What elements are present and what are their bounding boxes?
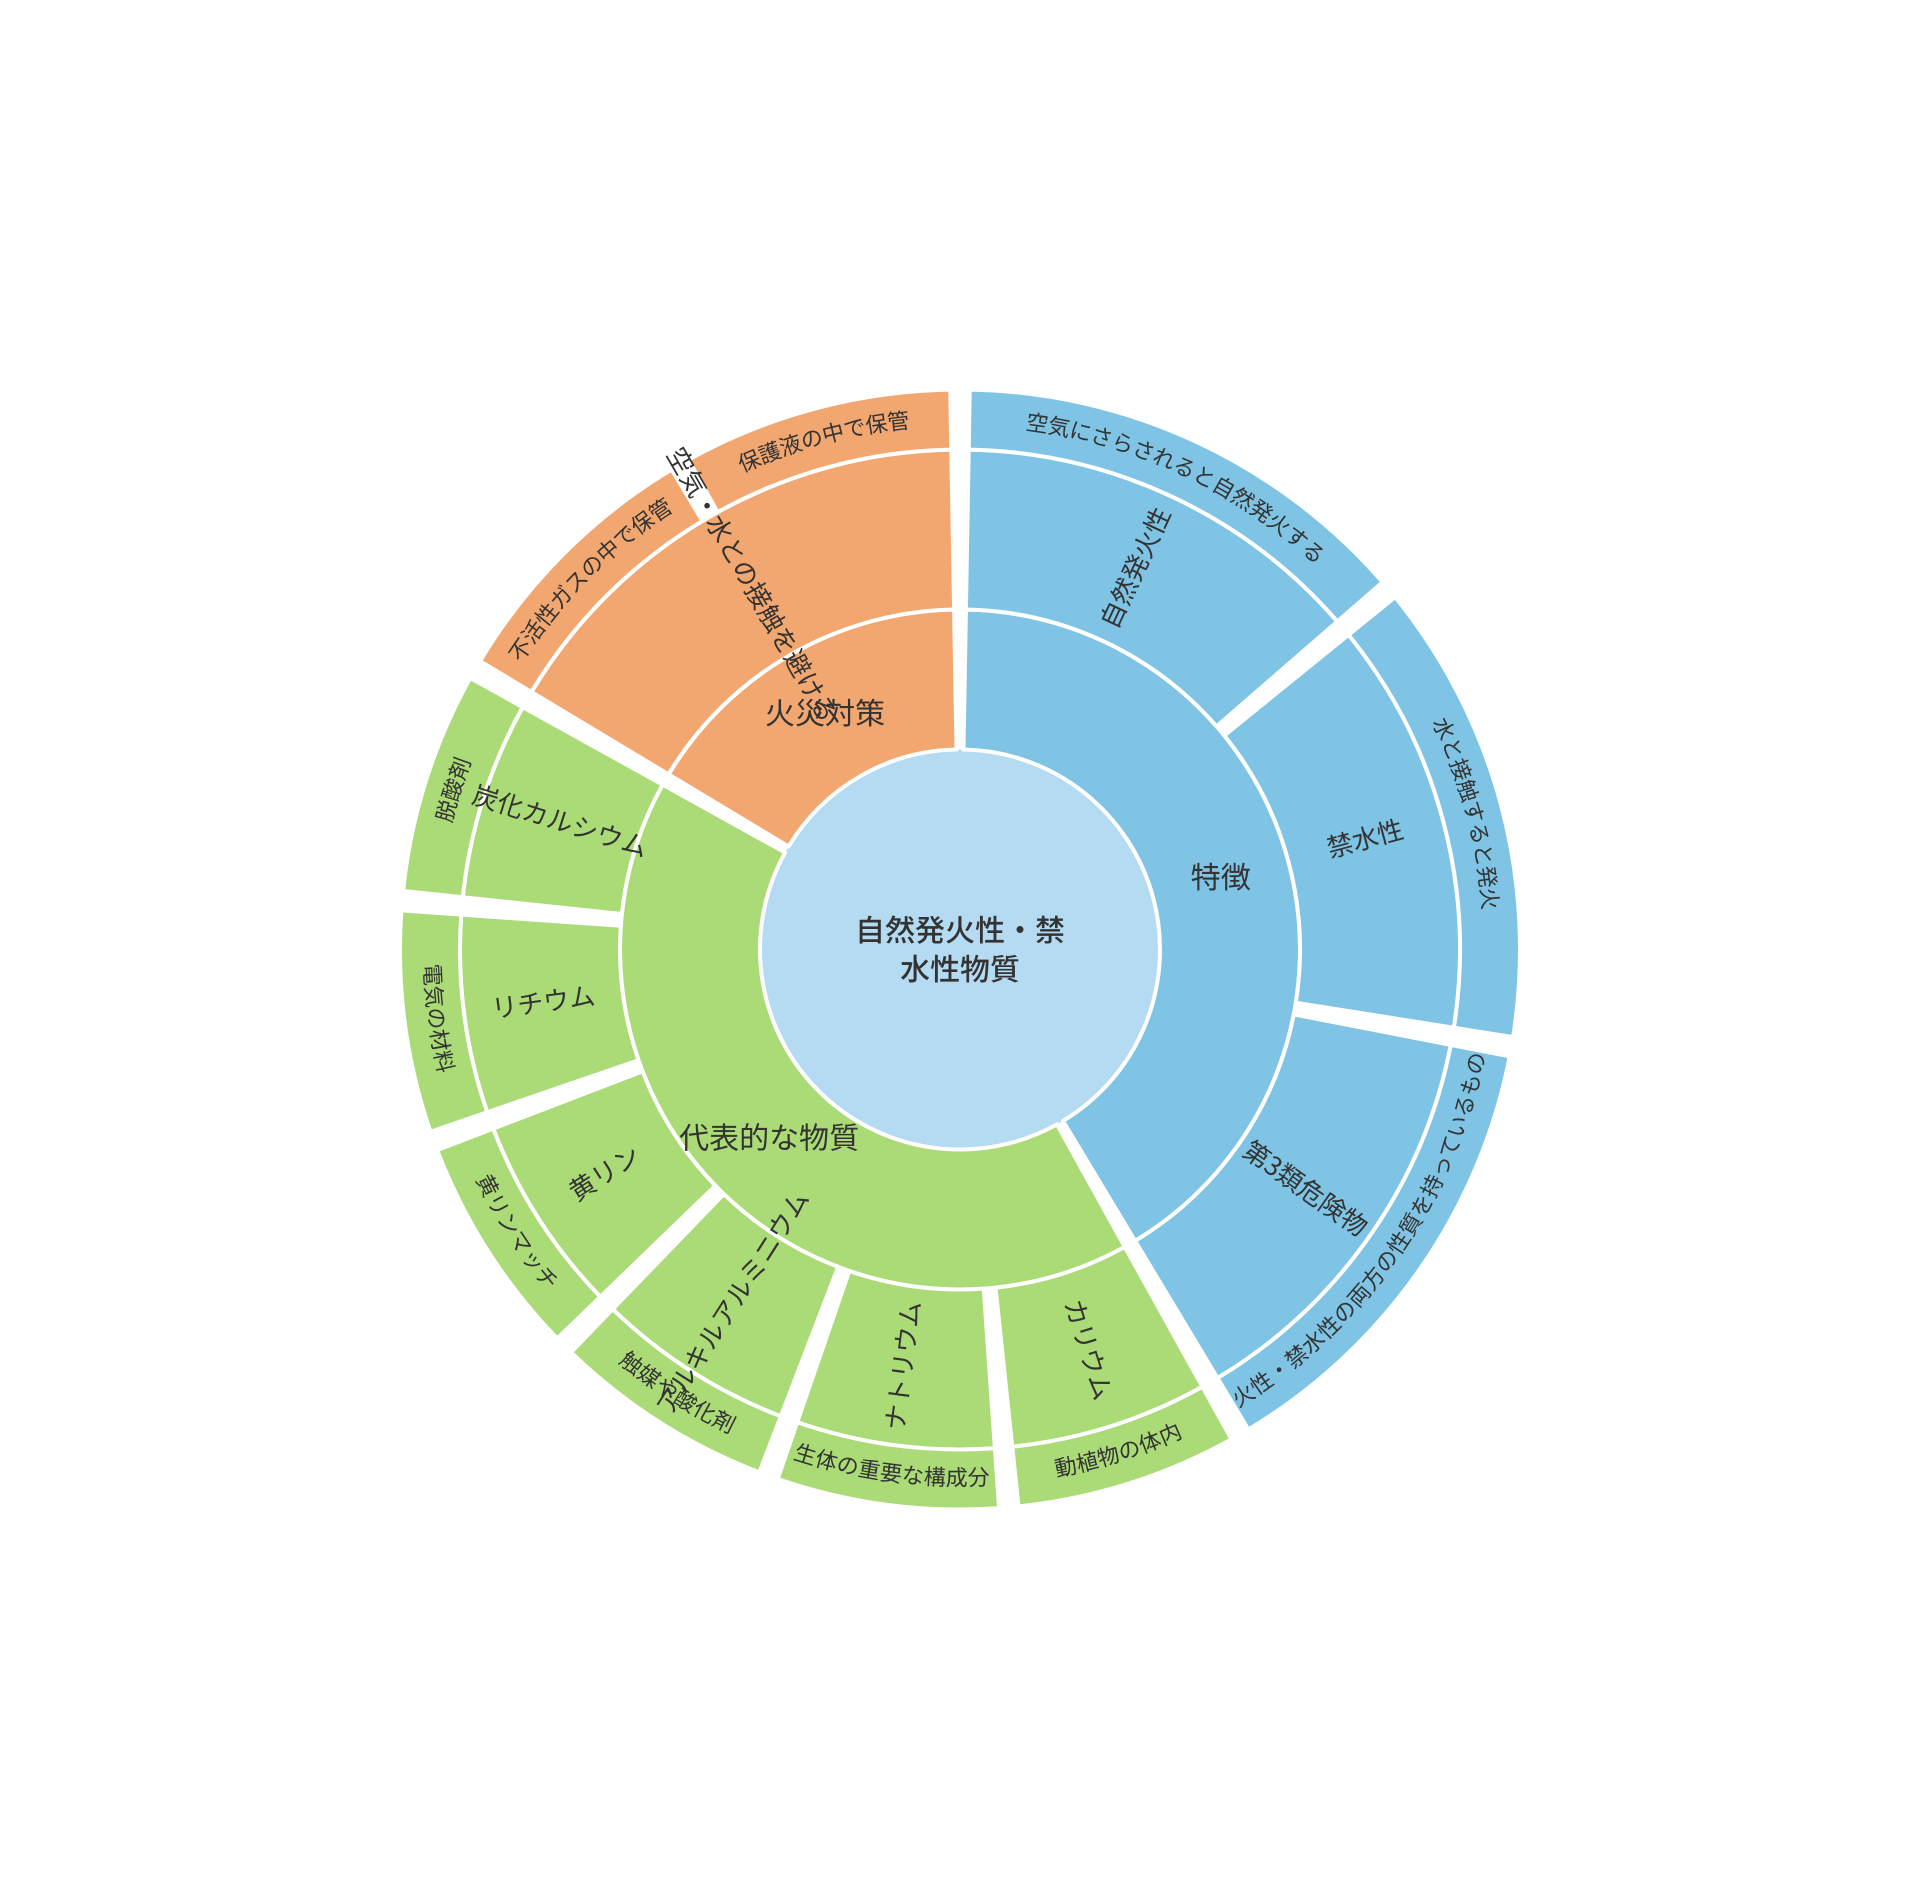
l1-label-substances: 代表的な物質 [679, 1114, 859, 1158]
sunburst-chart: 自然発火性・禁水性物質特徴代表的な物質火災対策自然発火性禁水性第3類危険物カリウ… [0, 0, 1920, 1899]
l1-label-features: 特徴 [1191, 853, 1251, 897]
